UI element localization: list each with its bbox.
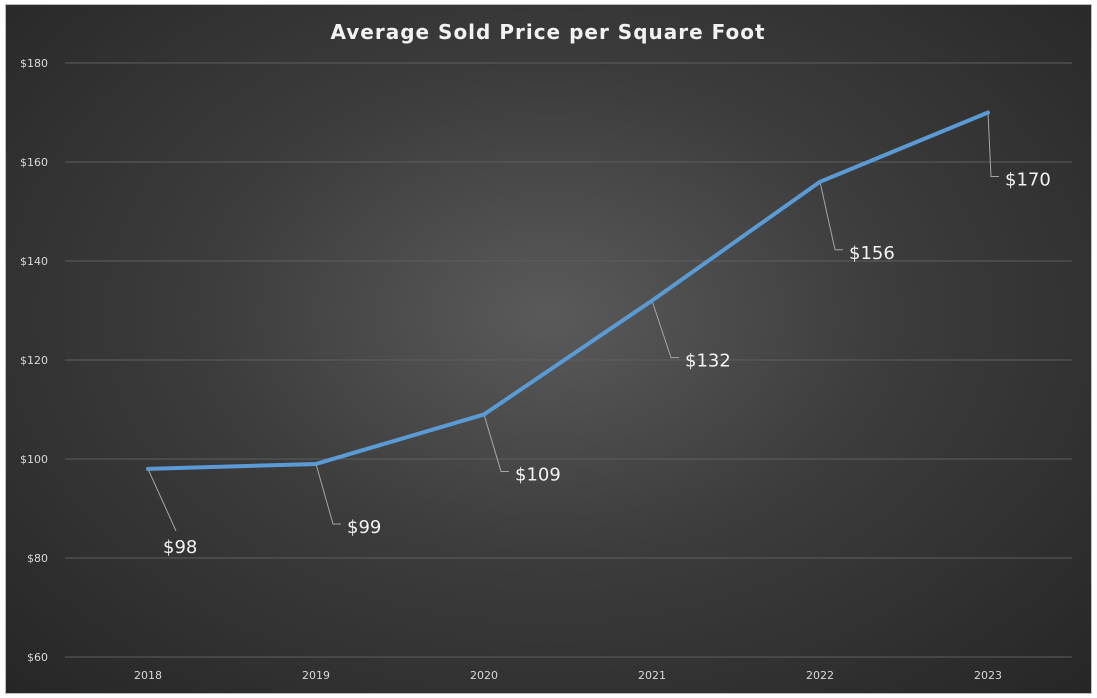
series-line (146, 110, 990, 471)
data-label: $109 (515, 464, 561, 485)
leader-line (315, 463, 341, 525)
leader-line (147, 468, 177, 532)
y-tick-label: $100 (20, 453, 48, 466)
x-tick-label: 2021 (638, 669, 666, 682)
y-tick-label: $140 (20, 255, 48, 268)
chart-background (5, 4, 1092, 694)
leader-line (819, 181, 843, 251)
data-label: $99 (347, 517, 381, 538)
leader-line (987, 112, 999, 177)
leader-line (651, 300, 679, 359)
data-label: $98 (163, 537, 197, 558)
data-label: $132 (685, 351, 731, 372)
y-tick-label: $120 (20, 354, 48, 367)
x-tick-label: 2019 (302, 669, 330, 682)
data-label: $170 (1005, 170, 1051, 191)
data-label: $156 (849, 243, 895, 264)
y-tick-label: $180 (20, 57, 48, 70)
x-tick-label: 2023 (974, 669, 1002, 682)
y-tick-label: $60 (27, 651, 48, 664)
x-tick-label: 2018 (134, 669, 162, 682)
y-tick-label: $80 (27, 552, 48, 565)
leader-line (483, 414, 509, 472)
x-tick-label: 2020 (470, 669, 498, 682)
chart-title: Average Sold Price per Square Foot (330, 20, 765, 44)
y-tick-label: $160 (20, 156, 48, 169)
x-tick-label: 2022 (806, 669, 834, 682)
